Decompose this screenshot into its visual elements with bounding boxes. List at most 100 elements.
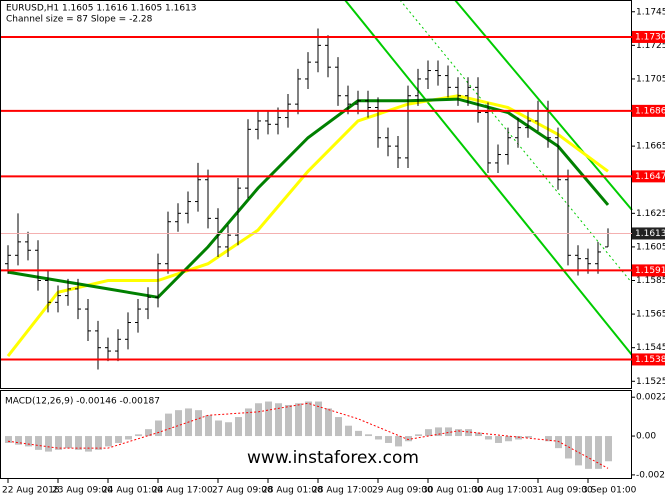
macd-signal: [7, 402, 609, 469]
x-tick-label: 29 Aug 09:00: [372, 486, 433, 496]
y-tick-label: -0.00225: [636, 470, 665, 480]
last-price-tag: [632, 227, 665, 240]
macd-bar: [5, 436, 12, 443]
macd-bar: [175, 410, 182, 437]
macd-bar: [585, 436, 592, 469]
watermark-bg: [248, 447, 418, 469]
moving-average: [6, 94, 609, 358]
x-tick-label: 24 Aug 01:00: [102, 486, 163, 496]
level-label: 1.1591: [635, 266, 665, 276]
x-tick-label: 23 Aug 09:00: [52, 486, 113, 496]
macd-bar: [415, 434, 422, 437]
y-tick-label: 1.1585: [636, 276, 665, 286]
level-tag: [632, 353, 665, 366]
x-tick-label: 27 Aug 09:00: [212, 486, 273, 496]
macd-bar: [575, 436, 582, 466]
x-tick-label: 3 Sep 01:00: [582, 486, 637, 496]
macd-bar: [225, 422, 232, 437]
macd-bar: [335, 417, 342, 437]
macd-bar: [455, 429, 462, 437]
macd-bar: [55, 436, 62, 450]
macd-bar: [355, 430, 362, 437]
macd-bar: [195, 410, 202, 437]
macd-bar: [555, 436, 562, 449]
moving-average: [7, 97, 610, 299]
macd-bar: [115, 436, 122, 443]
macd-bar: [465, 429, 472, 437]
y-tick-label: 1.1725: [636, 41, 665, 51]
macd-bar: [605, 436, 612, 462]
macd-bar: [65, 436, 72, 449]
macd-bar: [105, 436, 112, 447]
macd-bar: [495, 436, 502, 443]
level-label: 1.1538: [635, 355, 665, 365]
macd-bar: [515, 436, 522, 440]
level-tag: [632, 170, 665, 183]
macd-frame: [0, 390, 632, 479]
channel-lower: [344, 0, 633, 356]
y-tick-label: 1.1745: [636, 7, 665, 17]
macd-bar: [215, 420, 222, 437]
macd-bar: [135, 434, 142, 437]
macd-bar: [245, 408, 252, 437]
macd-bar: [285, 404, 292, 437]
y-tick-label: 1.1565: [636, 310, 665, 320]
macd-bar: [545, 436, 552, 442]
macd-bar: [35, 436, 42, 450]
level-label: 1.1647: [635, 172, 665, 182]
macd-bar: [405, 436, 412, 442]
watermark: www.instaforex.com: [247, 448, 419, 468]
macd-bar: [145, 429, 152, 437]
chart-subtitle: Channel size = 87 Slope = -2.28: [6, 15, 153, 25]
level-tag: [632, 30, 665, 43]
main-frame: [0, 0, 632, 389]
macd-bar: [485, 436, 492, 440]
y-tick-label: 1.1545: [636, 343, 665, 353]
macd-bar: [15, 436, 22, 445]
level-tag: [632, 104, 665, 117]
macd-bar: [385, 436, 392, 443]
macd-bar: [425, 429, 432, 437]
y-tick-label: 1.1625: [636, 209, 665, 219]
macd-bar: [365, 434, 372, 437]
level-label: 1.1730: [635, 32, 665, 42]
macd-bar: [165, 413, 172, 437]
macd-bar: [315, 401, 322, 437]
macd-bar: [25, 436, 32, 447]
channel-middle: [399, 0, 633, 284]
level-label: 1.1686: [635, 106, 665, 116]
macd-bar: [505, 436, 512, 442]
macd-title: MACD(12,26,9) -0.00146 -0.00187: [5, 397, 160, 407]
chart-title: EURUSD,H1 1.1605 1.1616 1.1605 1.1613: [6, 4, 197, 14]
plot-layer: [5, 0, 633, 370]
y-tick-label: 0.00: [636, 432, 656, 442]
channel-upper: [454, 0, 633, 211]
macd-bar: [275, 403, 282, 437]
macd-bar: [95, 436, 102, 450]
macd-bar: [205, 415, 212, 437]
macd-bar: [375, 436, 382, 440]
macd-bar: [125, 436, 132, 440]
macd-bar: [325, 408, 332, 437]
macd-bar: [345, 425, 352, 437]
macd-bar: [255, 403, 262, 437]
x-tick-label: 24 Aug 17:00: [152, 486, 213, 496]
macd-bar: [235, 417, 242, 437]
y-tick-label: 1.1525: [636, 377, 665, 387]
macd-bar: [435, 427, 442, 437]
y-tick-label: 1.1705: [636, 74, 665, 84]
level-tag: [632, 264, 665, 277]
macd-bar: [305, 401, 312, 437]
macd-bar: [525, 436, 532, 438]
macd-bar: [265, 401, 272, 437]
macd-bar: [445, 427, 452, 437]
y-tick-label: 1.1665: [636, 142, 665, 152]
macd-bar: [395, 436, 402, 447]
x-tick-label: 28 Aug 17:00: [312, 486, 373, 496]
x-tick-label: 30 Aug 01:00: [422, 486, 483, 496]
x-tick-label: 30 Aug 17:00: [472, 486, 533, 496]
macd-bar: [295, 403, 302, 437]
x-tick-label: 31 Aug 09:00: [532, 486, 593, 496]
